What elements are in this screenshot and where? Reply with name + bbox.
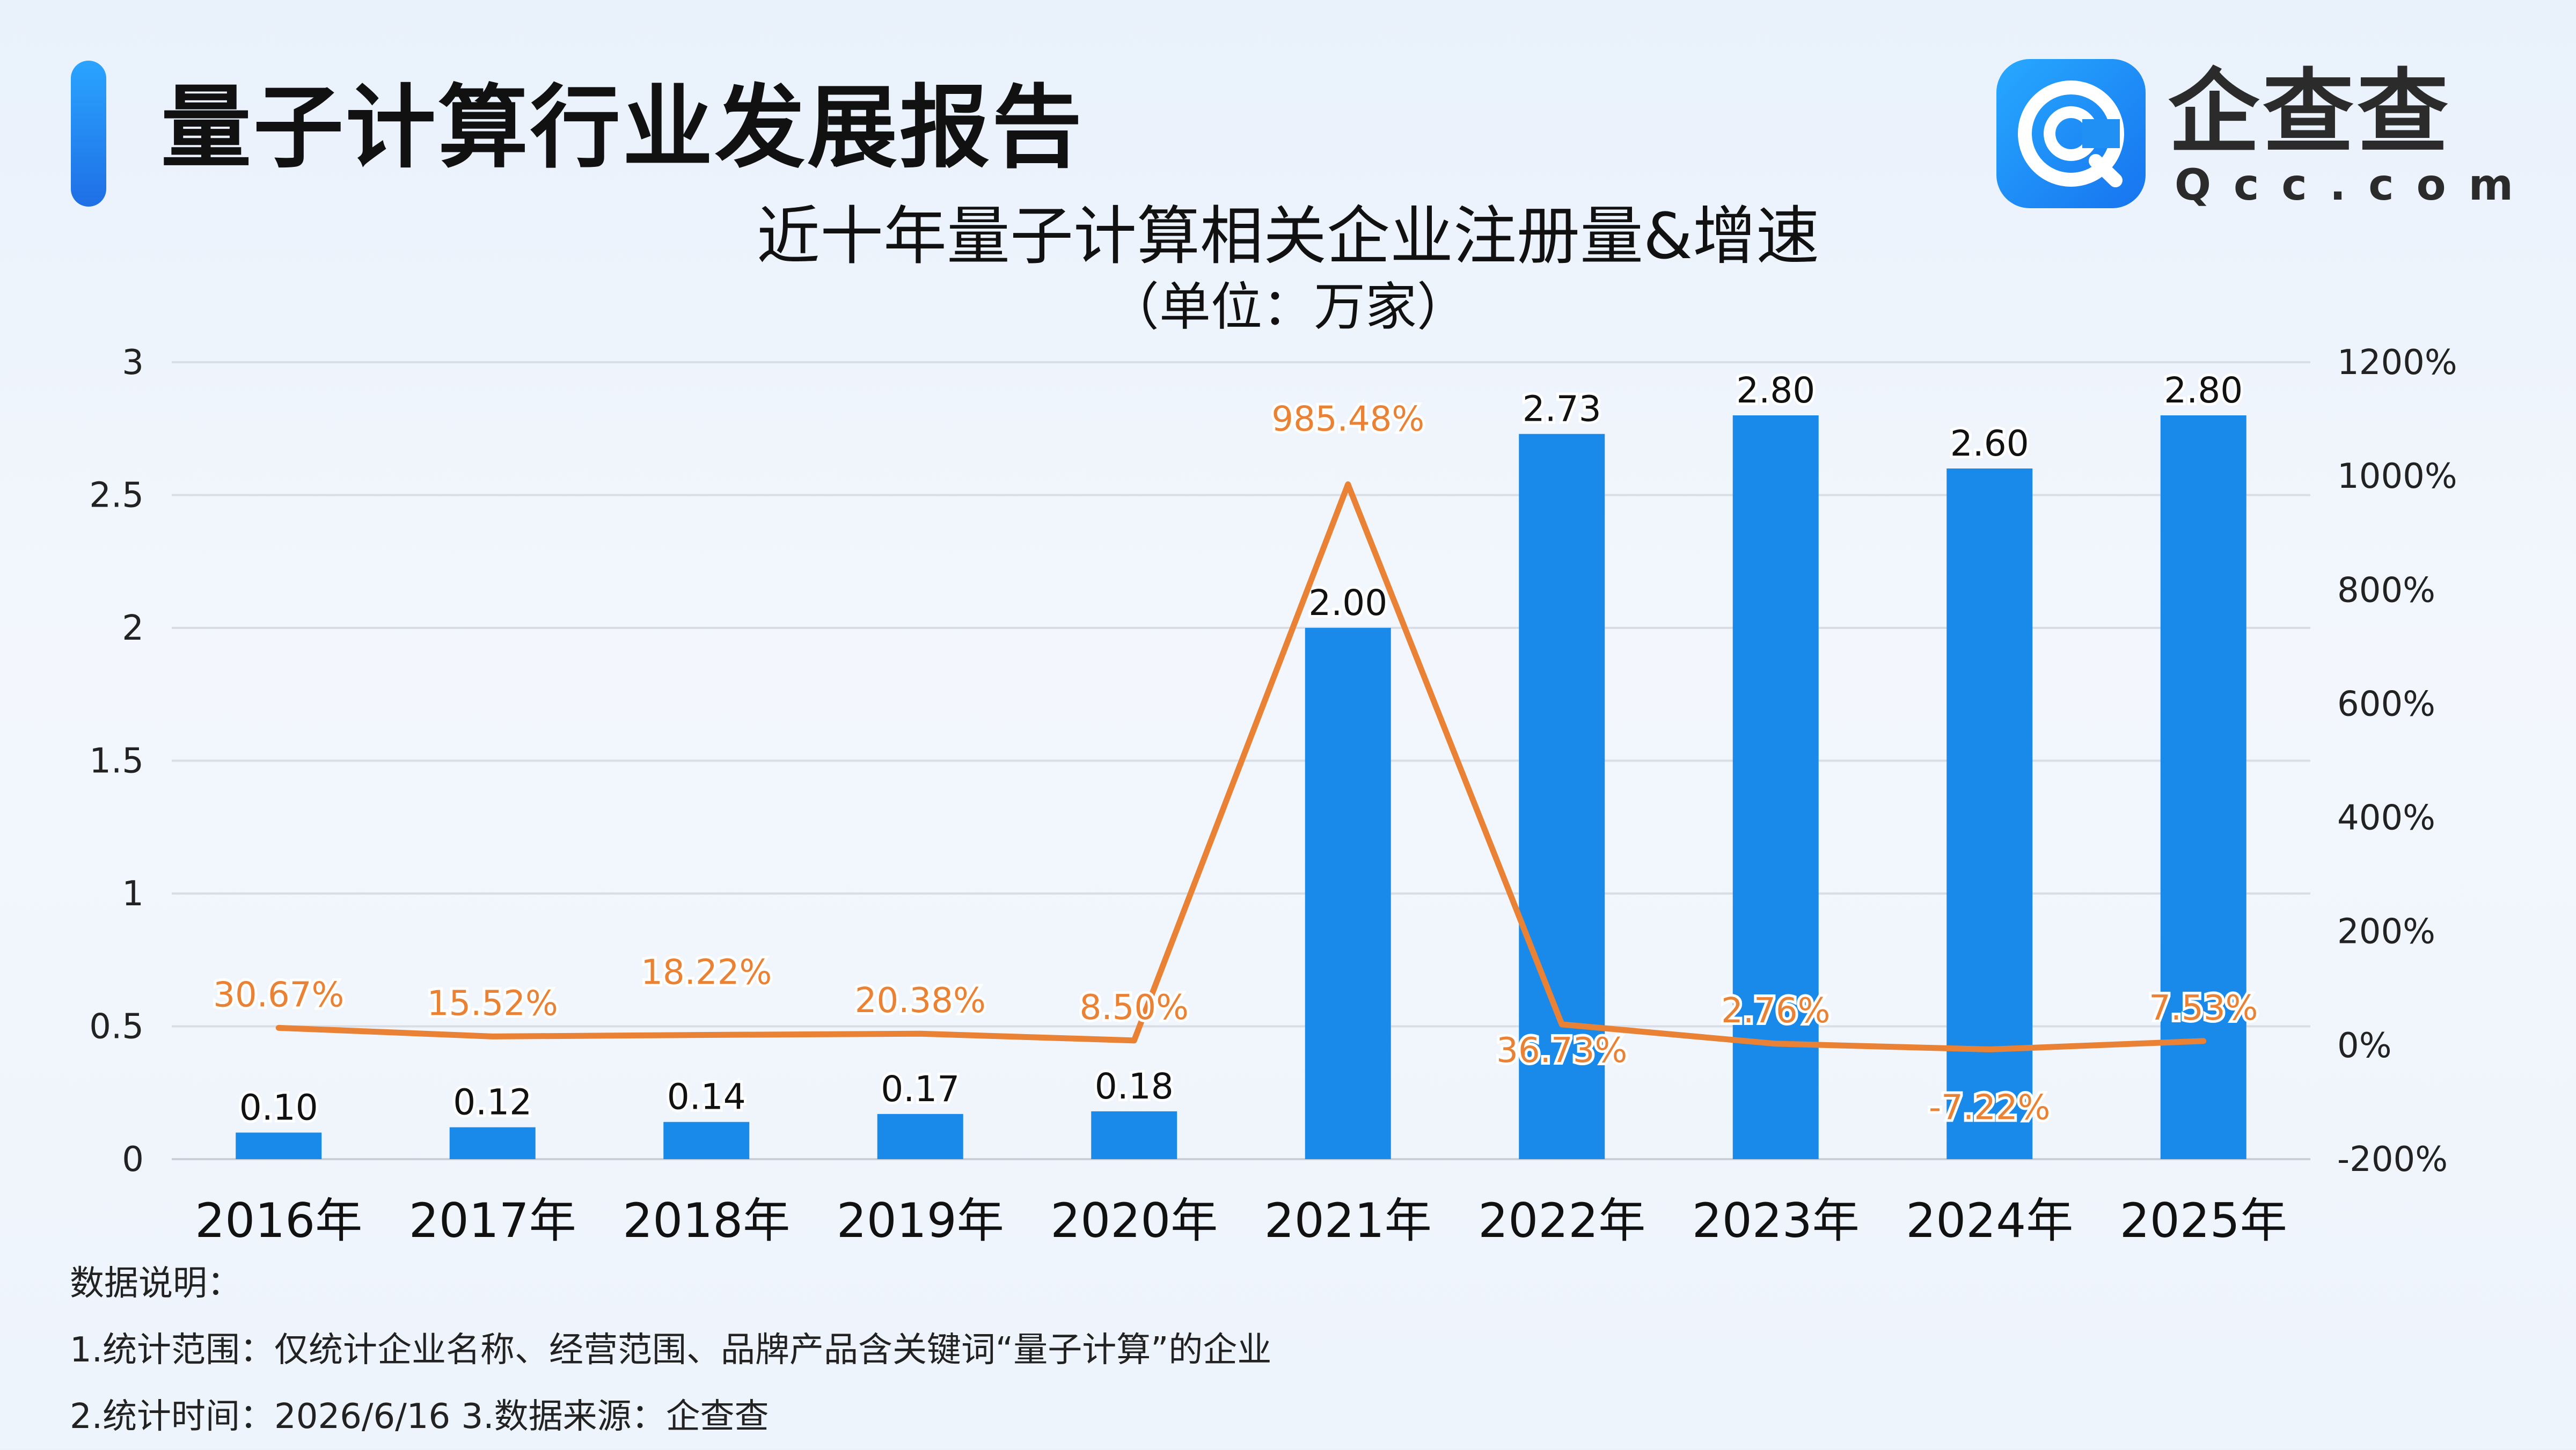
y-right-tick-label: 800% [2337, 570, 2435, 610]
notes-line-1: 1.统计范围：仅统计企业名称、经营范围、品牌产品含关键词“量子计算”的企业 [70, 1330, 1272, 1370]
qcc-logo-icon [1996, 59, 2146, 208]
bar-value-label: 0.17 [881, 1068, 960, 1110]
x-tick-label: 2021年 [1264, 1193, 1432, 1248]
x-tick-label: 2016年 [195, 1193, 362, 1248]
bar [2160, 415, 2246, 1159]
chart-subtitle: （单位：万家） [1108, 277, 1468, 337]
bar [877, 1114, 963, 1159]
bar [1305, 628, 1391, 1159]
x-tick-label: 2019年 [837, 1193, 1004, 1248]
bar [1091, 1111, 1177, 1159]
y-right-tick-label: 200% [2337, 912, 2435, 952]
line-value-label: 20.38% [855, 981, 986, 1021]
bar [1519, 434, 1605, 1159]
line-value-label: 7.53% [2149, 988, 2258, 1028]
y-left-tick-label: 2 [122, 609, 144, 648]
y-right-tick-label: -200% [2337, 1140, 2448, 1180]
bar-value-label: 2.80 [2164, 370, 2243, 411]
y-right-tick-label: 400% [2337, 799, 2435, 838]
x-tick-label: 2017年 [409, 1193, 576, 1248]
notes-line-2: 2.统计时间：2026/6/16 3.数据来源：企查查 [70, 1397, 769, 1437]
bar-value-label: 0.12 [453, 1082, 532, 1123]
bar-value-label: 0.10 [239, 1087, 318, 1129]
logo-domain: Qcc.com [2175, 160, 2536, 210]
page-title: 量子计算行业发展报告 [161, 75, 1084, 180]
x-tick-label: 2020年 [1050, 1193, 1218, 1248]
x-tick-label: 2023年 [1692, 1193, 1860, 1248]
bar [449, 1127, 536, 1159]
bar-value-label: 2.60 [1950, 423, 2029, 464]
line-value-label: 2.76% [1721, 991, 1830, 1031]
y-left-tick-label: 2.5 [89, 476, 144, 516]
y-right-tick-label: 0% [2337, 1026, 2392, 1066]
y-left-tick-label: 0 [122, 1140, 144, 1180]
data-notes: 数据说明： 1.统计范围：仅统计企业名称、经营范围、品牌产品含关键词“量子计算”… [70, 1250, 1271, 1450]
line-value-label: 985.48% [1271, 400, 1424, 440]
y-right-tick-label: 1000% [2337, 457, 2457, 496]
y-left-tick-label: 1.5 [89, 742, 144, 781]
y-right-tick-label: 1200% [2337, 343, 2457, 383]
x-tick-label: 2018年 [623, 1193, 790, 1248]
line-value-label: 36.73% [1496, 1031, 1627, 1071]
x-tick-label: 2024年 [1906, 1193, 2073, 1248]
logo-name: 企查查 [2168, 60, 2452, 166]
line-value-label: 18.22% [641, 953, 772, 993]
y-left-tick-label: 1 [122, 874, 144, 914]
line-value-label: 8.50% [1080, 988, 1189, 1028]
bar-value-label: 0.18 [1095, 1066, 1174, 1107]
line-value-label: -7.22% [1929, 1088, 2050, 1128]
bar [1946, 468, 2033, 1159]
growth-rate-line [275, 481, 2207, 1053]
qcc-logo: 企查查 Qcc.com [1996, 59, 2513, 209]
line-value-label: 30.67% [213, 975, 344, 1015]
y-right-tick-label: 600% [2337, 684, 2435, 724]
bar-value-label: 0.14 [667, 1076, 746, 1118]
notes-heading: 数据说明： [70, 1264, 241, 1303]
bar [1732, 415, 1819, 1159]
x-tick-label: 2022年 [1478, 1193, 1645, 1248]
y-left-tick-label: 0.5 [89, 1007, 144, 1047]
title-accent-bar [71, 61, 106, 207]
y-left-tick-label: 3 [122, 343, 144, 383]
bar-value-label: 2.00 [1308, 582, 1387, 624]
x-tick-label: 2025年 [2120, 1193, 2287, 1248]
bar [236, 1132, 322, 1159]
bar-value-label: 2.80 [1736, 370, 1815, 411]
bar-value-label: 2.73 [1523, 389, 1601, 430]
chart-title: 近十年量子计算相关企业注册量&增速 [756, 199, 1819, 273]
bar [663, 1122, 750, 1159]
line-value-label: 15.52% [427, 984, 558, 1023]
